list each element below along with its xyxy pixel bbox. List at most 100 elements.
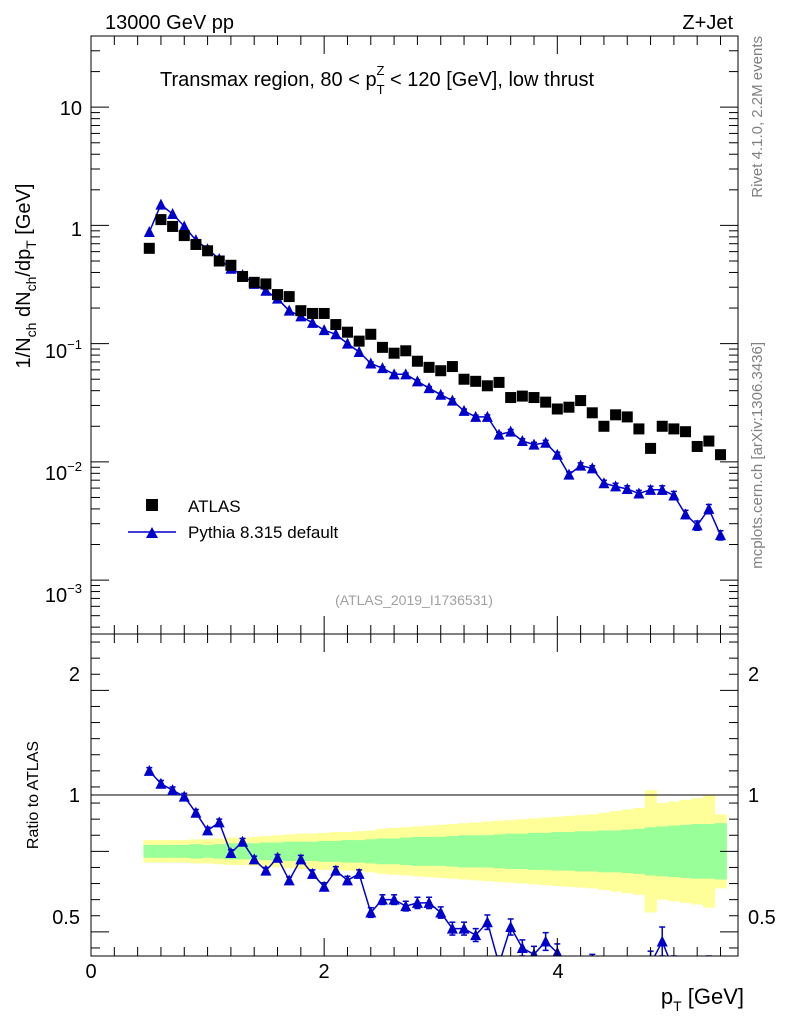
ratio-data-point: [411, 896, 423, 908]
stat-band-segment: [586, 831, 599, 872]
x-tick-labels: 0 2 4: [85, 961, 563, 983]
stat-band-segment: [271, 842, 284, 861]
ratio-data-point: [668, 964, 679, 975]
stat-band-segment: [260, 842, 273, 861]
ratio-data-point: [494, 958, 505, 969]
atlas-data-point: [213, 255, 225, 267]
stat-band-segment: [656, 826, 669, 877]
y-tick-label-1e-3: 10−3: [45, 581, 82, 607]
atlas-data-point: [586, 407, 598, 419]
ratio-y-tick-labels-left: 0.5 1 2: [52, 664, 80, 929]
pythia-data-point: [586, 462, 598, 474]
ratio-data-point: [458, 922, 470, 934]
pythia-data-point: [365, 357, 377, 369]
stat-band-segment: [376, 838, 389, 865]
stat-band-segment: [213, 844, 226, 859]
ratio-data-point: [295, 853, 307, 865]
atlas-data-point: [272, 289, 284, 301]
ratio-right-tick-label-2: 2: [748, 664, 759, 686]
atlas-data-point: [505, 392, 517, 404]
atlas-data-point: [516, 390, 528, 402]
ratio-data-point: [202, 824, 214, 836]
stat-band-segment: [329, 840, 343, 862]
ratio-data-point: [190, 806, 202, 818]
pythia-data-point: [528, 438, 540, 450]
legend: ATLAS Pythia 8.315 default: [128, 497, 339, 542]
y-tick-label-1: 1: [71, 219, 82, 241]
pythia-data-point: [645, 483, 657, 495]
ratio-data-point: [167, 784, 179, 796]
stat-band-segment: [341, 840, 354, 863]
ratio-data-point: [563, 966, 574, 977]
y-tick-label-10: 10: [60, 98, 82, 120]
ratio-data-point: [633, 964, 644, 975]
stat-band-segment: [178, 844, 191, 858]
atlas-data-point: [575, 395, 587, 407]
atlas-data-point: [225, 259, 237, 271]
atlas-data-point: [388, 347, 400, 359]
atlas-data-point: [330, 319, 342, 331]
atlas-data-point: [341, 326, 353, 338]
stat-band-segment: [364, 839, 378, 864]
pythia-data-point: [435, 388, 447, 400]
atlas-data-point: [202, 245, 214, 257]
atlas-data-point: [610, 409, 622, 421]
pythia-data-point: [540, 436, 552, 448]
ratio-data-point: [178, 790, 190, 802]
stat-band-segment: [516, 833, 529, 870]
stat-band-segment: [621, 829, 634, 874]
x-axis-label: pT [GeV]: [661, 984, 744, 1014]
pythia-data-point: [575, 459, 587, 471]
pythia-data-point: [691, 519, 703, 531]
ratio-data-point: [260, 864, 272, 876]
atlas-data-point: [237, 270, 249, 282]
stat-band-segment: [458, 835, 471, 868]
atlas-data-point: [551, 403, 563, 415]
pythia-data-point: [341, 337, 353, 349]
atlas-data-point: [645, 442, 657, 454]
atlas-data-point: [248, 276, 260, 288]
atlas-data-point: [190, 238, 202, 250]
ratio-data-point: [587, 958, 598, 969]
stat-band-segment: [504, 833, 518, 870]
legend-atlas-marker: [146, 499, 158, 511]
main-y-tick-labels: 10 1 10−1 10−2 10−3: [45, 98, 82, 607]
pythia-data-point: [318, 324, 330, 336]
ratio-data-point: [470, 929, 482, 941]
header-collision-label: 13000 GeV pp: [105, 12, 234, 34]
atlas-data-point: [668, 423, 680, 435]
ratio-data-point: [272, 851, 284, 863]
stat-band-segment: [493, 834, 506, 869]
stat-band-segment: [633, 828, 646, 874]
pythia-data-point: [598, 477, 610, 489]
pythia-data-point: [715, 529, 727, 541]
pythia-data-point: [283, 304, 295, 316]
atlas-data-point: [400, 345, 412, 357]
atlas-data-point: [563, 401, 575, 413]
pythia-data-point: [260, 284, 272, 296]
pythia-data-point: [330, 328, 342, 340]
pythia-data-point: [178, 220, 190, 232]
atlas-data-point: [691, 440, 703, 452]
ratio-stat-uncertainty-band: [143, 823, 727, 880]
stat-band-segment: [411, 836, 424, 866]
stat-band-segment: [446, 836, 459, 867]
stat-band-segment: [190, 844, 203, 859]
ratio-data-point: [155, 777, 167, 789]
pythia-data-point: [423, 382, 435, 394]
stat-band-segment: [679, 824, 692, 878]
atlas-data-point: [155, 214, 167, 226]
stat-band-segment: [481, 835, 494, 868]
ratio-plot-frame: [90, 633, 739, 957]
atlas-data-point: [458, 373, 470, 385]
legend-pythia-label: Pythia 8.315 default: [188, 523, 339, 542]
ratio-data-point: [645, 958, 656, 969]
pythia-data-point: [610, 480, 622, 492]
main-plot-frame: [90, 35, 739, 635]
ratio-panel: 0.5 1 2 0.5 1 2 Ratio to ATLAS 0 2 4 pT …: [25, 633, 776, 1014]
atlas-data-point: [656, 420, 668, 432]
atlas-data-point: [365, 328, 377, 340]
stat-band-segment: [528, 832, 541, 870]
stat-band-segment: [295, 841, 308, 862]
